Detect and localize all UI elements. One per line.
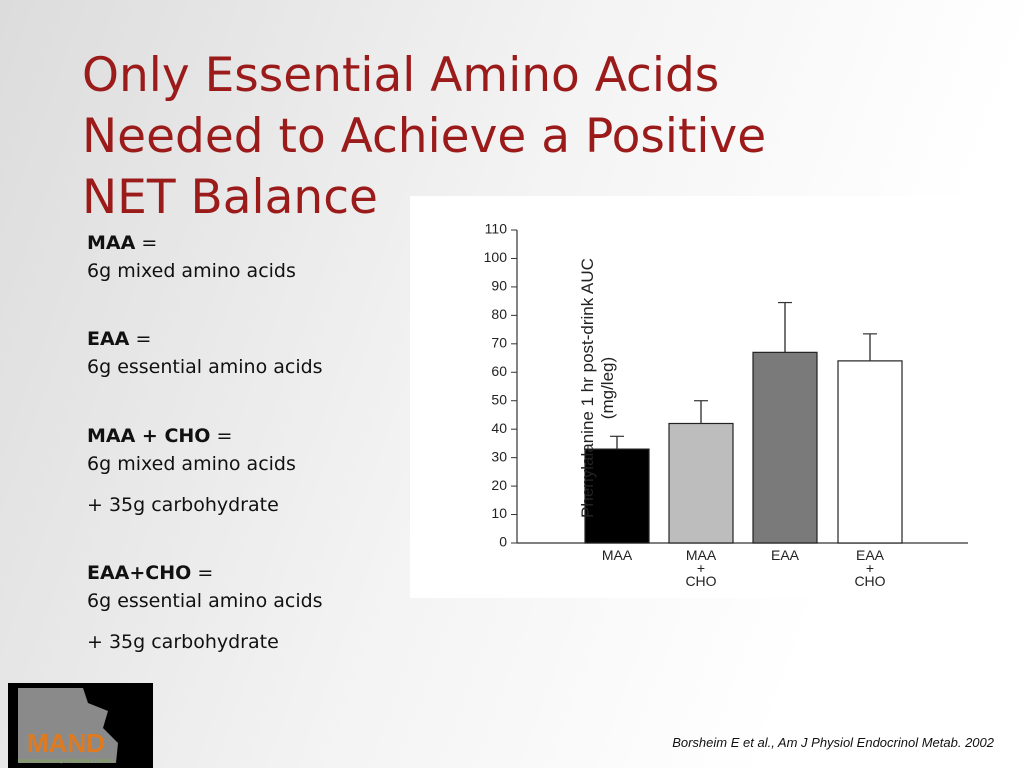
logo-text: MAND: [27, 728, 105, 758]
x-tick-label: MAA + CHO: [685, 547, 717, 589]
bar: [837, 360, 903, 544]
title-line: Only Essential Amino Acids: [82, 48, 720, 103]
definition-term-row: EAA+CHO =: [87, 562, 213, 584]
definition-term-row: MAA + CHO =: [87, 425, 232, 447]
y-tick-label: 60: [491, 363, 507, 379]
y-tick-label: 0: [499, 534, 507, 550]
definition-operator: =: [141, 232, 158, 254]
definition-term: EAA: [87, 328, 130, 350]
bar: [752, 351, 818, 544]
definition-term: MAA + CHO: [87, 425, 211, 447]
y-tick-label: 30: [491, 448, 507, 464]
y-tick-label: 100: [484, 249, 508, 265]
definition-operator: =: [135, 328, 152, 350]
bar: [668, 422, 734, 544]
logo-subtitle: Minnesota Academy of Nutrition & Dieteti…: [18, 758, 114, 764]
chart: 0 10 20 30 40 50 60 70 80 90 100 110 Phenylalanine …: [410, 196, 1024, 598]
y-tick-label: 90: [491, 278, 507, 294]
definition-term: MAA: [87, 232, 136, 254]
y-tick-label: 70: [491, 335, 507, 351]
definition-term: EAA+CHO: [87, 562, 192, 584]
y-axis-label: Phenylalanine 1 hr post-drink AUC (mg/le…: [578, 258, 617, 518]
definition-line: 6g mixed amino acids: [87, 260, 296, 282]
definition-line: + 35g carbohydrate: [87, 494, 279, 516]
x-tick-label: EAA + CHO: [854, 547, 886, 589]
title-line: Needed to Achieve a Positive: [82, 109, 767, 164]
definition-operator: =: [197, 562, 214, 584]
title-line: NET Balance: [82, 170, 378, 225]
definition-line: 6g essential amino acids: [87, 356, 323, 378]
y-tick-label: 110: [485, 221, 508, 237]
bar: [584, 448, 650, 544]
y-tick-label: 40: [491, 420, 507, 436]
x-tick-label: MAA: [601, 547, 633, 563]
citation: Borsheim E et al., Am J Physiol Endocrin…: [672, 735, 994, 750]
y-tick-label: 20: [491, 477, 507, 493]
definition-term-row: EAA =: [87, 328, 151, 350]
chart-svg: 0 10 20 30 40 50 60 70 80 90 100 110: [484, 221, 968, 550]
logo-map: [18, 688, 118, 763]
y-tick-label: 80: [491, 306, 507, 322]
definition-line: 6g mixed amino acids: [87, 453, 296, 475]
logo-graphic: MAND Minnesota Academy of Nutrition & Di…: [18, 688, 118, 764]
definition-line: + 35g carbohydrate: [87, 631, 279, 653]
y-tick-label: 10: [491, 505, 507, 521]
y-tick-label: 50: [491, 391, 507, 407]
logo: MAND Minnesota Academy of Nutrition & Di…: [8, 683, 153, 768]
definition-operator: =: [216, 425, 233, 447]
x-tick-label: EAA: [770, 547, 799, 563]
definition-term-row: MAA =: [87, 232, 157, 254]
definition-line: 6g essential amino acids: [87, 590, 323, 612]
